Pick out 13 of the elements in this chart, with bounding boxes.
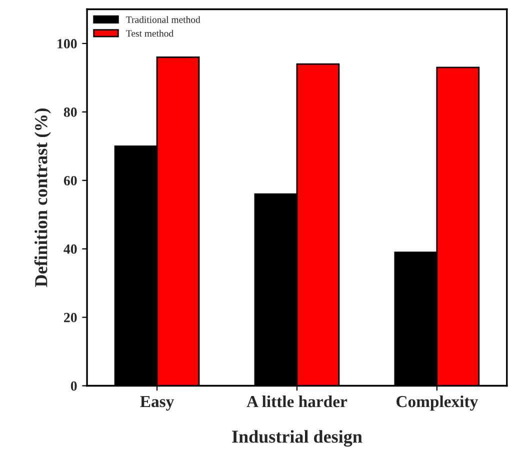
x-tick-label: Easy (140, 396, 174, 411)
y-tick-label: 80 (64, 108, 77, 117)
legend-label: Traditional method (126, 16, 200, 23)
y-tick-label: 60 (64, 176, 77, 186)
x-tick-label: A little harder (246, 395, 348, 408)
y-axis-title: Definition contrast (%) (34, 108, 51, 287)
y-tick-label: 40 (64, 244, 77, 254)
legend-label: Test method (126, 30, 174, 37)
x-axis-title: Industrial design (232, 430, 362, 447)
y-tick-label: 0 (70, 381, 77, 391)
x-tick-label: Complexity (396, 395, 478, 411)
y-tick-label: 100 (58, 39, 77, 48)
y-tick-label: 20 (64, 312, 77, 322)
